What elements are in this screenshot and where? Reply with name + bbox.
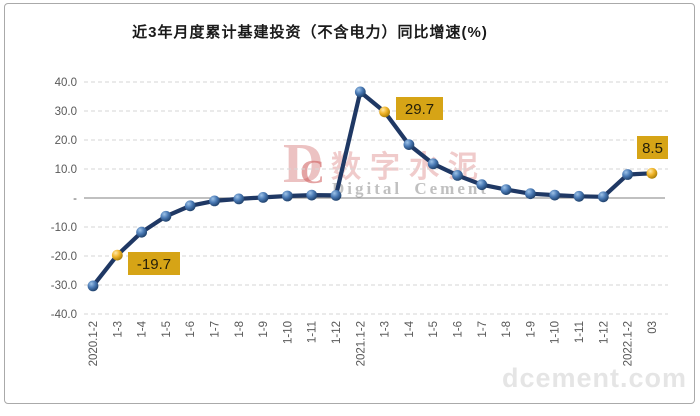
data-point: [622, 169, 633, 180]
highlighted-data-point: [111, 249, 123, 261]
y-tick-label: -: [73, 193, 77, 205]
x-tick-label: 1-9: [525, 321, 537, 338]
x-tick-label: 1-3: [380, 321, 392, 338]
data-point: [403, 139, 415, 151]
data-point: [525, 188, 536, 200]
x-tick-label: 03: [647, 321, 659, 334]
x-tick-label: 1-6: [185, 321, 197, 338]
x-tick-label: 1-11: [307, 321, 319, 343]
x-tick-label: 1-12: [598, 321, 610, 344]
y-tick-label: -40.0: [51, 309, 77, 321]
y-tick-label: -20.0: [51, 251, 77, 263]
data-point: [500, 184, 512, 196]
x-tick-label: 1-11: [574, 321, 586, 343]
data-point: [549, 189, 561, 201]
y-tick-label: 30.0: [55, 106, 77, 118]
data-point: [330, 190, 342, 201]
x-tick-label: 1-8: [234, 321, 246, 338]
gridlines-layer: [84, 81, 668, 315]
x-tick-label: 1-7: [477, 321, 489, 338]
watermark-english-text: Digital Cement: [332, 179, 490, 198]
x-tick-label: 1-12: [331, 321, 343, 344]
data-point: [573, 190, 585, 202]
chart-frame: [4, 3, 695, 404]
x-tick-label: 1-5: [428, 321, 440, 338]
callout-box: [396, 97, 443, 120]
x-tick-label: 2022.1-2: [623, 321, 635, 366]
x-tick-label: 1-9: [258, 321, 270, 338]
data-point: [257, 192, 269, 203]
y-tick-label: -10.0: [51, 222, 77, 234]
x-tick-label: 2020.1-2: [88, 321, 100, 366]
axis-labels-layer: 40.0 30.0 20.0 10.0 - -10.0 -20.0 -30.0 -40.0 202…: [51, 77, 659, 366]
x-tick-label: 1-10: [550, 321, 562, 344]
data-point: [184, 200, 196, 212]
data-point: [597, 191, 609, 203]
data-point: [233, 193, 245, 205]
x-tick-label: 1-8: [501, 321, 513, 338]
x-tick-label: 2021.1-2: [355, 321, 367, 366]
callout-value-label: 8.5: [642, 140, 663, 157]
x-tick-label: 1-4: [137, 320, 149, 337]
data-point: [354, 86, 366, 98]
chart-title: 近3年月度累计基建投资（不含电力）同比增速(%): [132, 24, 488, 41]
dcement-url-watermark: dcement.com: [502, 363, 688, 393]
data-point: [136, 226, 148, 238]
watermark-logo-c: C: [300, 154, 325, 191]
watermark-logo-d: D: [283, 133, 324, 195]
highlighted-data-point: [646, 167, 658, 179]
data-point: [427, 158, 439, 170]
data-point: [476, 179, 488, 191]
callout-box: [637, 136, 668, 159]
data-point: [306, 189, 318, 201]
y-tick-label: 10.0: [55, 164, 77, 176]
highlighted-data-point: [379, 106, 390, 118]
data-point: [87, 280, 99, 292]
x-tick-label: 1-5: [161, 321, 173, 338]
callout-box: [128, 252, 180, 275]
data-point: [160, 210, 172, 222]
data-point: [452, 170, 463, 181]
callout-value-label: -19.7: [137, 256, 171, 273]
data-point: [209, 195, 220, 207]
y-tick-label: 20.0: [55, 135, 77, 147]
x-tick-label: 1-3: [112, 321, 124, 338]
x-tick-label: 1-6: [453, 321, 465, 338]
x-tick-label: 1-4: [404, 320, 416, 337]
y-tick-label: -30.0: [51, 280, 77, 292]
x-tick-label: 1-10: [282, 321, 294, 344]
data-series-layer: [87, 86, 658, 292]
annotations-layer: -19.7 29.7 8.5: [128, 97, 668, 275]
data-point: [282, 190, 293, 202]
y-tick-label: 40.0: [55, 77, 77, 89]
x-tick-label: 1-7: [210, 321, 222, 338]
callout-value-label: 29.7: [405, 101, 434, 118]
